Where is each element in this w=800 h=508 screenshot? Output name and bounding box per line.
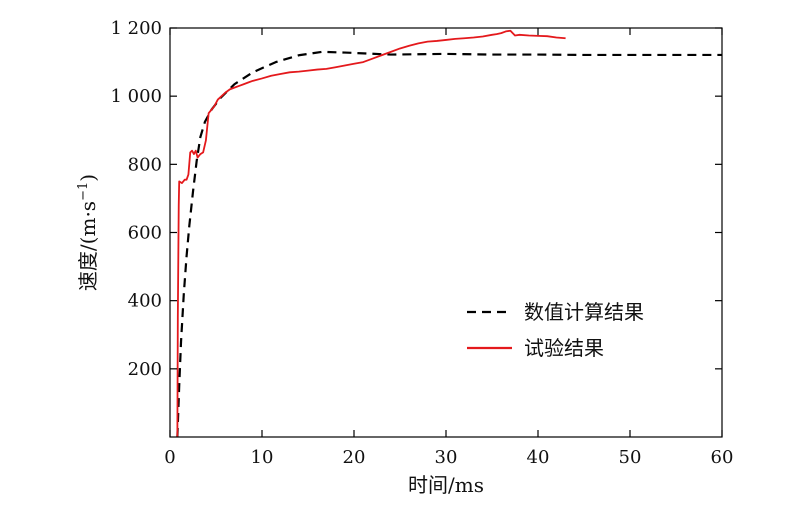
x-tick-label: 10	[251, 447, 274, 468]
y-tick-label: 1 000	[110, 86, 162, 107]
x-tick-label: 0	[164, 447, 175, 468]
y-axis-title: 速度/(m·s−1)	[76, 174, 100, 291]
y-axis-title-main: 速度/(m·s	[76, 201, 100, 291]
x-tick-label: 30	[435, 447, 458, 468]
y-tick-label: 600	[128, 223, 162, 244]
x-tick-label: 50	[619, 447, 642, 468]
y-tick-label: 200	[128, 359, 162, 380]
plot-frame	[169, 27, 723, 438]
y-tick-label: 400	[128, 291, 162, 312]
y-axis-title-close: )	[76, 174, 100, 182]
axis-ticks: 0 10 20 30 40 50 60 200 400 600 800 1 000 1 200	[110, 18, 733, 468]
x-tick-label: 20	[343, 447, 366, 468]
series-line-experimental	[176, 29, 566, 438]
y-tick-label: 800	[128, 154, 162, 175]
x-axis-title: 时间/ms	[408, 473, 484, 497]
legend: 数值计算结果 试验结果	[467, 300, 644, 360]
y-axis-title-exponent: −1	[76, 182, 91, 201]
series-line-numerical	[176, 50, 722, 438]
legend-label-numerical: 数值计算结果	[524, 300, 644, 324]
legend-label-experimental: 试验结果	[524, 336, 604, 360]
series-layer	[176, 29, 722, 438]
x-tick-label: 60	[711, 447, 734, 468]
y-tick-label: 1 200	[110, 18, 162, 39]
x-tick-label: 40	[527, 447, 550, 468]
